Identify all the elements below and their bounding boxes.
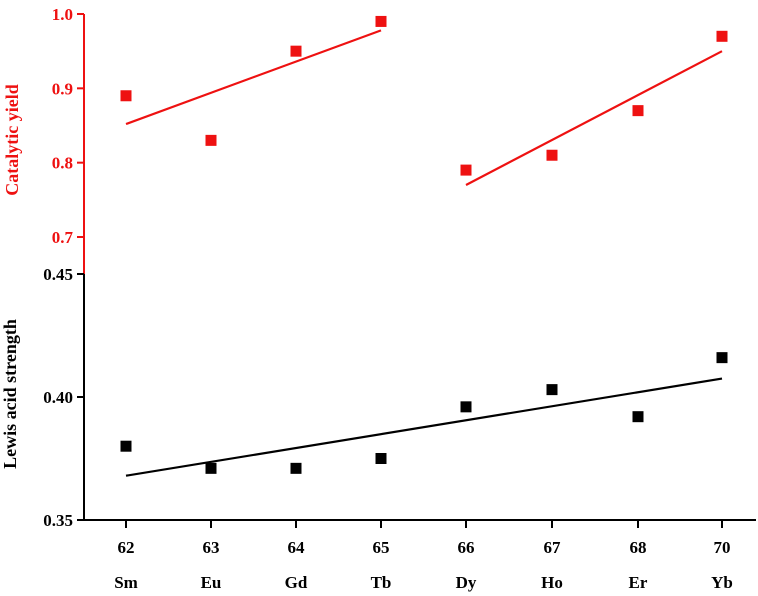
catalytic-yield-point <box>375 15 387 27</box>
x-tick-label-element: Sm <box>114 573 138 592</box>
catalytic-yield-point <box>460 164 472 176</box>
x-tick-label-number: 63 <box>203 538 220 557</box>
lewis-acid-strength-tick-label: 0.40 <box>43 388 73 407</box>
x-tick-label-element: Yb <box>711 573 733 592</box>
lewis-acid-strength-point <box>716 352 728 364</box>
x-tick-label-element: Er <box>629 573 648 592</box>
catalytic-yield-panel: 0.7 0.8 0.9 1.0 Catalytic yield <box>2 5 728 274</box>
lewis-acid-strength-panel: 0.35 0.40 0.45 Lewis acid strength <box>0 265 756 530</box>
lewis-acid-strength-point <box>290 462 302 474</box>
x-tick-label-element: Tb <box>371 573 392 592</box>
lewis-acid-strength-point <box>120 440 132 452</box>
catalytic-yield-point <box>290 45 302 57</box>
x-tick-label-number: 62 <box>118 538 135 557</box>
lewis-acid-strength-tick-label: 0.45 <box>43 265 73 284</box>
lewis-acid-strength-point <box>632 411 644 423</box>
catalytic-yield-tick-label: 0.7 <box>52 228 74 247</box>
x-tick-label-element: Ho <box>541 573 563 592</box>
lewis-acid-strength-fit-line <box>125 377 723 477</box>
x-tick-label-number: 67 <box>544 538 562 557</box>
x-tick-label-element: Gd <box>285 573 308 592</box>
lewis-acid-strength-point <box>460 401 472 413</box>
catalytic-yield-axis-title: Catalytic yield <box>2 84 22 195</box>
x-tick-label-element: Dy <box>456 573 477 592</box>
lewis-acid-strength-tick-label: 0.35 <box>43 511 73 530</box>
catalytic-yield-point <box>120 90 132 102</box>
catalytic-yield-tick-label: 1.0 <box>52 5 73 24</box>
catalytic-yield-point <box>546 149 558 161</box>
x-tick-label-number: 68 <box>630 538 647 557</box>
lewis-acid-strength-point <box>546 384 558 396</box>
catalytic-yield-point <box>205 134 217 146</box>
lewis-acid-strength-axis-title: Lewis acid strength <box>0 319 20 469</box>
catalytic-yield-tick-label: 0.9 <box>52 79 73 98</box>
x-tick-label-number: 65 <box>373 538 390 557</box>
x-tick-label-number: 66 <box>458 538 475 557</box>
catalytic-yield-fit-line <box>125 29 382 126</box>
lewis-acid-strength-point <box>375 453 387 464</box>
catalytic-yield-point <box>632 105 644 117</box>
x-tick-label-element: Eu <box>201 573 222 592</box>
x-tick-label-number: 64 <box>288 538 306 557</box>
x-tick-label-number: 70 <box>714 538 731 557</box>
catalytic-yield-point <box>716 30 728 42</box>
lewis-acid-strength-point <box>205 462 217 474</box>
catalytic-yield-fit-line <box>465 50 723 186</box>
catalytic-yield-tick-label: 0.8 <box>52 154 73 173</box>
